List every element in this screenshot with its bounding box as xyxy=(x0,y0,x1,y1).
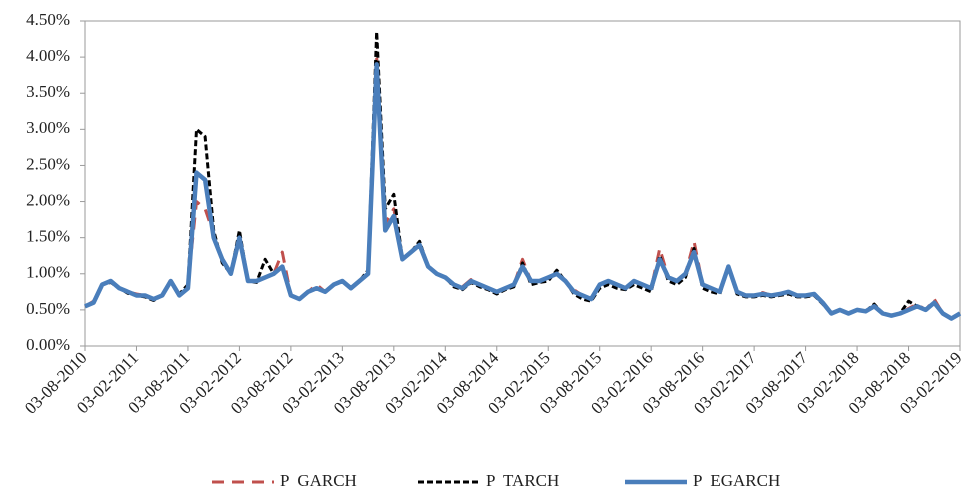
legend-label: P EGARCH xyxy=(693,471,780,490)
y-tick-label: 2.50% xyxy=(26,154,70,173)
series-line xyxy=(84,30,961,321)
y-tick-label: 1.00% xyxy=(26,263,70,282)
plot-frame xyxy=(84,20,961,347)
legend-label: P GARCH xyxy=(280,471,357,490)
series-line xyxy=(84,62,962,321)
y-tick-label: 2.00% xyxy=(26,190,70,209)
y-tick-label: 4.50% xyxy=(26,10,70,29)
y-tick-label: 3.00% xyxy=(26,118,70,137)
y-tick-label: 0.00% xyxy=(26,335,70,354)
y-tick-label: 0.50% xyxy=(26,299,70,318)
legend-label: P TARCH xyxy=(486,471,559,490)
y-tick-label: 3.50% xyxy=(26,82,70,101)
y-tick-label: 1.50% xyxy=(26,227,70,246)
y-tick-label: 4.00% xyxy=(26,46,70,65)
series-line xyxy=(84,55,961,321)
